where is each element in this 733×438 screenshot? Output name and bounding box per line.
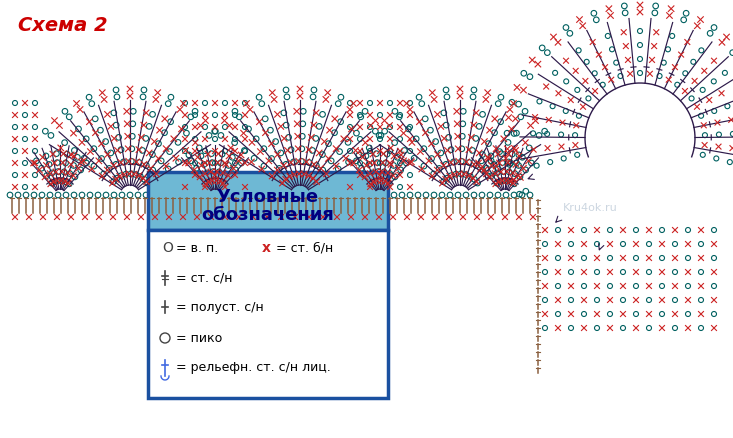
Text: Схема 2: Схема 2 (18, 16, 108, 35)
Text: O: O (162, 241, 173, 255)
Text: = ст. с/н: = ст. с/н (176, 272, 232, 285)
Text: обозначения: обозначения (202, 206, 334, 224)
Text: Условные: Условные (217, 188, 319, 206)
FancyBboxPatch shape (148, 172, 388, 230)
Text: = полуст. с/н: = полуст. с/н (176, 301, 264, 314)
FancyBboxPatch shape (148, 230, 388, 398)
Text: Kru4ok.ru: Kru4ok.ru (563, 203, 617, 213)
Text: = пико: = пико (176, 332, 222, 345)
Text: = в. п.: = в. п. (176, 241, 218, 254)
Text: x: x (262, 241, 271, 255)
Text: = ст. б/н: = ст. б/н (276, 241, 334, 254)
Text: = рельефн. ст. с/н лиц.: = рельефн. ст. с/н лиц. (176, 361, 331, 374)
